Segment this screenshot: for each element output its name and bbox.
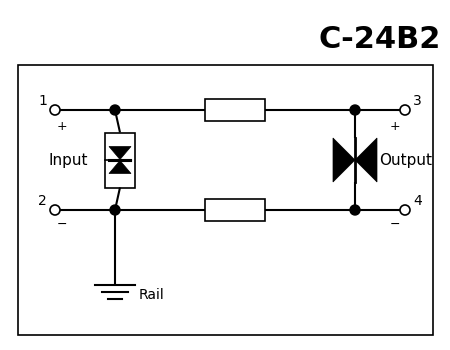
- Text: 1: 1: [38, 94, 47, 108]
- Polygon shape: [355, 138, 377, 182]
- Circle shape: [110, 105, 120, 115]
- Text: Rail: Rail: [139, 288, 165, 302]
- Bar: [105, 133, 135, 188]
- Text: 2: 2: [38, 194, 47, 208]
- Text: 3: 3: [413, 94, 422, 108]
- Text: −: −: [390, 218, 400, 231]
- Circle shape: [110, 205, 120, 215]
- Bar: [205, 99, 265, 121]
- Text: −: −: [57, 218, 68, 231]
- Text: Output: Output: [379, 153, 432, 168]
- Polygon shape: [333, 138, 355, 182]
- Text: 4: 4: [413, 194, 422, 208]
- Polygon shape: [109, 147, 131, 160]
- Circle shape: [350, 205, 360, 215]
- Text: +: +: [389, 120, 400, 133]
- Text: C-24B2: C-24B2: [319, 26, 441, 55]
- Text: Input: Input: [48, 153, 87, 168]
- Bar: [18, 65, 433, 335]
- Bar: [205, 199, 265, 221]
- Circle shape: [350, 105, 360, 115]
- Text: +: +: [57, 120, 68, 133]
- Polygon shape: [109, 161, 131, 174]
